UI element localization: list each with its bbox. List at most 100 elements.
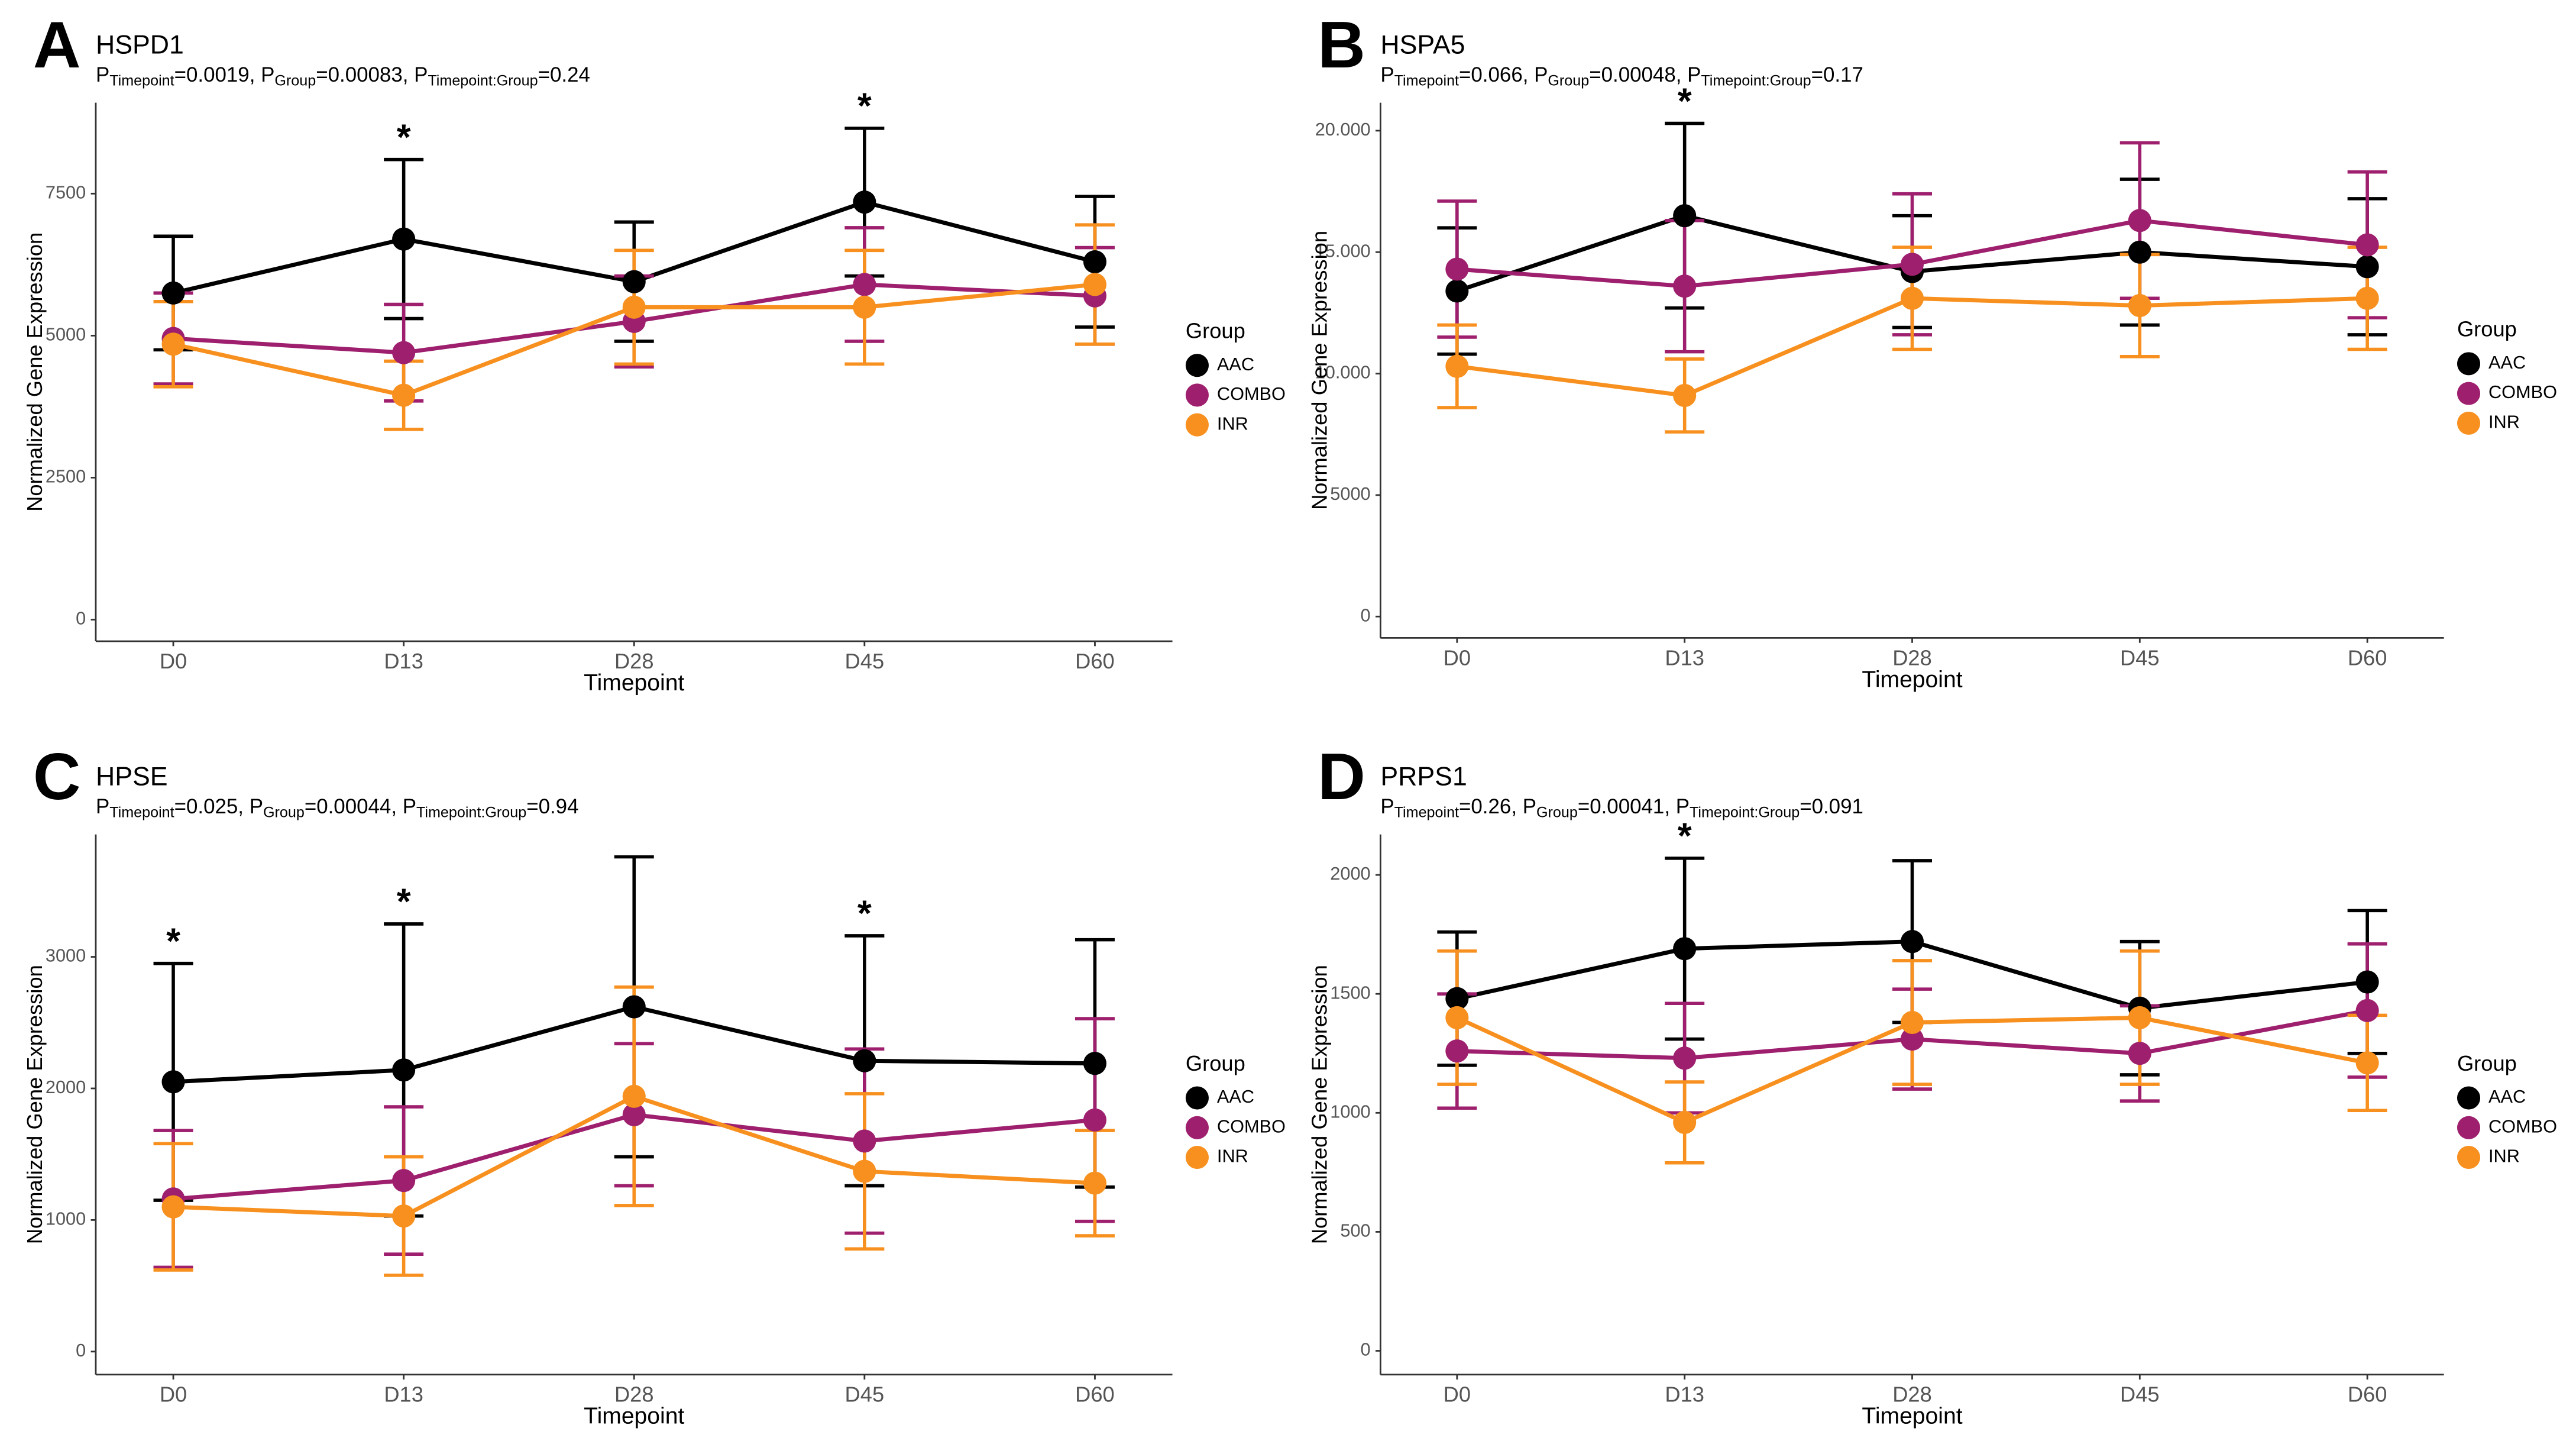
y-tick-label: 0	[1361, 605, 1371, 625]
subtitle-subscript: Group	[1536, 804, 1578, 820]
data-point	[2128, 240, 2151, 264]
data-point	[1673, 1046, 1697, 1070]
x-tick-label: D60	[2348, 645, 2387, 670]
data-point	[392, 1058, 416, 1082]
y-tick-label: 20.000	[1315, 119, 1371, 140]
x-tick-label: D0	[160, 1382, 187, 1407]
data-point	[392, 383, 416, 407]
data-point	[161, 332, 185, 356]
data-point	[1900, 253, 1924, 276]
subtitle-subscript: Timepoint:Group	[428, 72, 538, 89]
data-point	[392, 227, 416, 251]
significance-marker: *	[166, 920, 180, 961]
subtitle-subscript: Group	[263, 804, 305, 820]
data-point	[161, 1070, 185, 1094]
legend-title: Group	[1186, 1051, 1245, 1075]
subtitle-subscript: Group	[1548, 72, 1589, 89]
data-point	[392, 341, 416, 364]
x-tick-label: D60	[2348, 1382, 2387, 1407]
subtitle-text: P	[96, 795, 109, 818]
y-axis-label: Normalized Gene Expression	[22, 232, 47, 512]
data-point	[2128, 1042, 2151, 1065]
x-tick-label: D45	[2120, 1382, 2160, 1407]
subtitle-text: =0.091	[1800, 795, 1863, 818]
y-axis-label: Normalized Gene Expression	[1307, 965, 1331, 1244]
legend-swatch	[1185, 413, 1209, 437]
subtitle-text: =0.17	[1811, 63, 1863, 86]
legend-label: COMBO	[2488, 1116, 2557, 1136]
data-point	[1083, 1108, 1107, 1132]
x-tick-label: D45	[845, 649, 885, 673]
legend-title: Group	[2457, 1051, 2517, 1075]
data-point	[622, 995, 646, 1019]
subtitle-text: =0.025, P	[174, 795, 263, 818]
data-point	[1673, 274, 1697, 298]
x-axis-label: Timepoint	[1862, 1404, 1962, 1429]
significance-marker: *	[1678, 80, 1692, 121]
panel-title: HPSE	[96, 762, 168, 791]
data-point	[2128, 294, 2151, 318]
subtitle: PTimepoint=0.26, PGroup=0.00041, PTimepo…	[1380, 795, 1863, 820]
subtitle-subscript: Timepoint:Group	[416, 804, 526, 820]
panel-letter: A	[33, 8, 81, 82]
subtitle-text: P	[96, 63, 109, 86]
y-tick-label: 2000	[1330, 863, 1370, 884]
data-point	[853, 190, 876, 214]
subtitle-subscript: Timepoint	[109, 72, 174, 89]
y-tick-label: 500	[1340, 1220, 1370, 1241]
x-tick-label: D45	[845, 1382, 885, 1407]
legend-label: COMBO	[1217, 383, 1286, 404]
subtitle-text: =0.00048, P	[1589, 63, 1701, 86]
subtitle-text: =0.00083, P	[316, 63, 428, 86]
y-tick-label: 5000	[1330, 483, 1370, 504]
panel-letter: D	[1318, 739, 1365, 813]
data-point	[622, 270, 646, 293]
subtitle-text: =0.0019, P	[174, 63, 275, 86]
legend-title: Group	[1186, 318, 1245, 343]
legend-label: INR	[1217, 1146, 1248, 1167]
data-point	[1900, 1028, 1924, 1051]
x-tick-label: D13	[384, 649, 423, 673]
data-point	[161, 1195, 185, 1219]
significance-marker: *	[857, 893, 872, 934]
significance-marker: *	[1678, 816, 1692, 857]
y-tick-label: 15.000	[1315, 240, 1371, 261]
data-point	[161, 281, 185, 305]
x-axis-label: Timepoint	[584, 670, 684, 696]
data-point	[1083, 250, 1107, 274]
y-tick-label: 2500	[46, 466, 86, 487]
data-point	[2128, 1006, 2151, 1029]
data-point	[853, 1049, 876, 1072]
x-tick-label: D0	[160, 649, 187, 673]
subtitle: PTimepoint=0.025, PGroup=0.00044, PTimep…	[96, 795, 579, 820]
data-point	[1083, 1052, 1107, 1075]
legend-swatch	[2457, 1116, 2481, 1139]
legend-label: INR	[2488, 1146, 2520, 1167]
legend-label: AAC	[1217, 1086, 1254, 1107]
y-tick-label: 1000	[46, 1209, 86, 1229]
legend-swatch	[2457, 382, 2481, 405]
data-point	[2355, 970, 2379, 994]
subtitle-text: =0.00044, P	[305, 795, 416, 818]
y-axis-label: Normalized Gene Expression	[1307, 231, 1331, 510]
legend-swatch	[1185, 1146, 1209, 1169]
legend-swatch	[1185, 354, 1209, 377]
data-point	[1083, 273, 1107, 296]
data-point	[2355, 255, 2379, 279]
data-point	[1445, 1006, 1469, 1029]
legend-label: AAC	[1217, 354, 1254, 374]
legend-label: COMBO	[1217, 1116, 1286, 1136]
data-point	[1673, 937, 1697, 961]
x-tick-label: D0	[1444, 1382, 1471, 1407]
y-tick-label: 7500	[46, 182, 86, 202]
significance-marker: *	[397, 881, 411, 922]
subtitle-text: =0.00041, P	[1578, 795, 1690, 818]
data-point	[1673, 204, 1697, 228]
subtitle-text: P	[1380, 795, 1394, 818]
legend-swatch	[2457, 411, 2481, 435]
legend-label: AAC	[2488, 352, 2526, 373]
y-tick-label: 5000	[46, 324, 86, 344]
legend-swatch	[2457, 352, 2481, 376]
y-tick-label: 3000	[46, 945, 86, 966]
x-tick-label: D28	[614, 649, 654, 673]
